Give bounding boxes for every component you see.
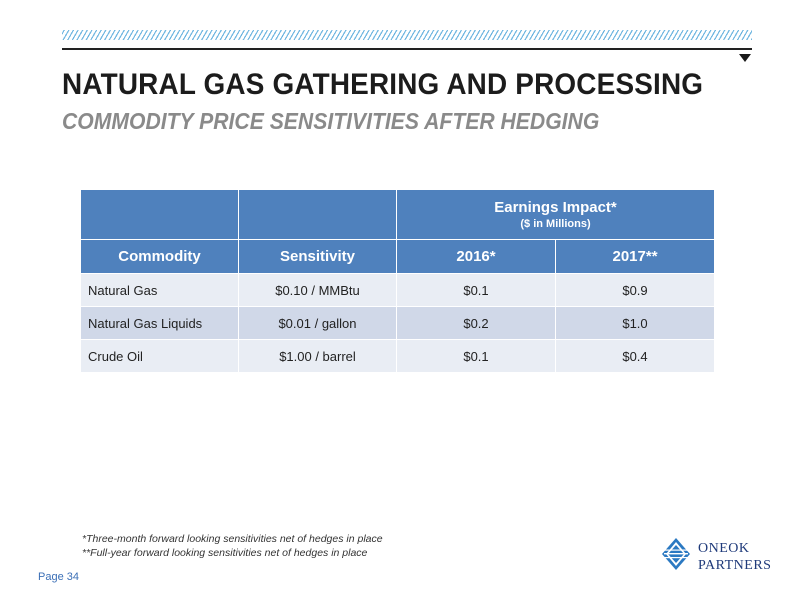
triangle-marker-icon <box>739 54 751 62</box>
impact-2017-cell: $0.4 <box>554 339 716 373</box>
sensitivity-table: Earnings Impact* ($ in Millions) Commodi… <box>80 189 716 373</box>
page-number: Page 34 <box>38 571 79 583</box>
logo-wordmark-line1: ONEOK <box>698 541 750 556</box>
oneok-partners-logo-icon <box>662 538 690 570</box>
footnote-three-month: *Three-month forward looking sensitiviti… <box>82 533 383 545</box>
table-row: Natural Gas $0.10 / MMBtu $0.1 $0.9 <box>80 273 716 307</box>
earnings-impact-header: Earnings Impact* ($ in Millions) <box>395 189 716 240</box>
blank-header-cell <box>238 189 397 240</box>
table-column-header-row: Commodity Sensitivity 2016* 2017** <box>80 239 716 274</box>
earnings-impact-unit: ($ in Millions) <box>520 218 591 230</box>
sensitivity-cell: $0.01 / gallon <box>238 306 397 340</box>
table-row: Natural Gas Liquids $0.01 / gallon $0.2 … <box>80 306 716 340</box>
earnings-impact-label: Earnings Impact* <box>494 199 617 216</box>
table-group-header-row: Earnings Impact* ($ in Millions) <box>80 189 716 240</box>
slide-subtitle: COMMODITY PRICE SENSITIVITIES AFTER HEDG… <box>62 108 600 134</box>
impact-2016-cell: $0.2 <box>396 306 556 340</box>
decorative-hatch-band <box>62 30 752 40</box>
commodity-cell: Natural Gas <box>80 273 239 307</box>
logo-wordmark-line2: PARTNERS <box>698 558 772 573</box>
column-header-2016: 2016* <box>396 239 556 274</box>
header-divider <box>62 48 752 50</box>
column-header-2017: 2017** <box>554 239 716 274</box>
impact-2016-cell: $0.1 <box>396 273 556 307</box>
footnote-full-year: **Full-year forward looking sensitivitie… <box>82 547 368 559</box>
commodity-cell: Crude Oil <box>80 339 239 373</box>
impact-2017-cell: $1.0 <box>554 306 716 340</box>
sensitivity-cell: $1.00 / barrel <box>238 339 397 373</box>
commodity-cell: Natural Gas Liquids <box>80 306 239 340</box>
column-header-commodity: Commodity <box>80 239 239 274</box>
column-header-sensitivity: Sensitivity <box>238 239 397 274</box>
blank-header-cell <box>80 189 239 240</box>
impact-2016-cell: $0.1 <box>396 339 556 373</box>
table-row: Crude Oil $1.00 / barrel $0.1 $0.4 <box>80 339 716 373</box>
sensitivity-cell: $0.10 / MMBtu <box>238 273 397 307</box>
slide-title: NATURAL GAS GATHERING AND PROCESSING <box>62 68 704 101</box>
impact-2017-cell: $0.9 <box>554 273 716 307</box>
